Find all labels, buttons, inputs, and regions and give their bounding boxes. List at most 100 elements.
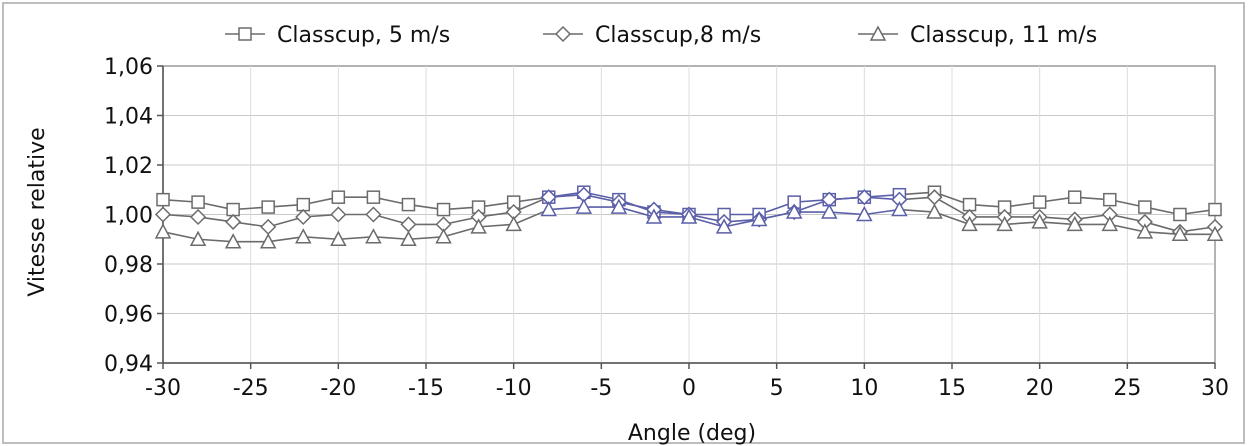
data-point-triangle bbox=[295, 228, 312, 244]
x-tick-label: 20 bbox=[1026, 376, 1054, 401]
series-triangle bbox=[154, 198, 1224, 249]
series-segment bbox=[443, 226, 479, 238]
data-point-triangle bbox=[540, 200, 557, 217]
data-point-square bbox=[1138, 200, 1152, 214]
data-point-triangle bbox=[154, 223, 172, 239]
series-segment bbox=[1144, 231, 1180, 236]
x-tick-label: 5 bbox=[770, 376, 784, 401]
series-segment bbox=[303, 235, 339, 241]
data-point-diamond bbox=[856, 189, 873, 206]
x-tick-label: 25 bbox=[1113, 376, 1141, 401]
legend-label: Classcup, 11 m/s bbox=[910, 23, 1097, 48]
data-point-triangle bbox=[435, 228, 452, 244]
series-segment bbox=[1004, 221, 1040, 226]
data-point-triangle bbox=[821, 203, 838, 219]
data-point-triangle bbox=[715, 218, 733, 234]
data-point-diamond bbox=[365, 206, 382, 223]
series-segment bbox=[268, 235, 304, 243]
data-point-square bbox=[1208, 202, 1222, 217]
data-point-triangle bbox=[785, 203, 803, 219]
series-segment bbox=[373, 235, 409, 241]
x-tick-label: 0 bbox=[682, 376, 696, 401]
y-tick-label: 0,98 bbox=[104, 253, 153, 278]
data-point-triangle bbox=[610, 198, 628, 214]
x-tick-label: -15 bbox=[408, 376, 444, 401]
series-segment bbox=[513, 196, 550, 213]
legend-item: Classcup, 5 m/s bbox=[225, 23, 450, 48]
y-axis-title: Vitesse relative bbox=[25, 127, 50, 296]
data-point-triangle bbox=[365, 228, 382, 244]
series-segment bbox=[548, 206, 584, 211]
data-point-triangle bbox=[961, 215, 978, 232]
series-layer bbox=[154, 185, 1224, 249]
y-tick-label: 0,96 bbox=[104, 303, 153, 328]
data-point-square bbox=[156, 192, 170, 207]
data-point-triangle bbox=[926, 203, 943, 219]
data-point-triangle bbox=[330, 230, 347, 246]
data-point-diamond bbox=[330, 206, 347, 223]
x-tick-label: 15 bbox=[938, 376, 966, 401]
data-point-triangle bbox=[856, 205, 873, 222]
series-segment bbox=[478, 223, 514, 228]
series-segment bbox=[198, 238, 234, 243]
y-tick-label: 0,94 bbox=[104, 352, 153, 377]
data-point-square bbox=[962, 197, 977, 212]
data-point-triangle bbox=[645, 208, 663, 224]
legend-item: Classcup, 11 m/s bbox=[858, 23, 1097, 48]
data-point-square bbox=[1032, 195, 1047, 209]
x-tick-label: -5 bbox=[590, 376, 612, 401]
series-segment bbox=[688, 216, 725, 228]
data-point-square bbox=[366, 190, 381, 204]
data-point-triangle bbox=[891, 200, 908, 217]
series-segment bbox=[934, 211, 970, 226]
x-tick-label: 30 bbox=[1201, 376, 1229, 401]
data-point-triangle bbox=[505, 215, 522, 232]
data-point-diamond bbox=[154, 206, 172, 223]
legend-marker-diamond bbox=[554, 25, 572, 43]
data-point-square bbox=[191, 195, 205, 209]
data-point-square bbox=[226, 202, 240, 217]
series-segment bbox=[338, 235, 374, 241]
data-point-triangle bbox=[400, 230, 417, 246]
y-tick-label: 1,04 bbox=[104, 105, 153, 130]
data-point-triangle bbox=[750, 210, 768, 227]
data-point-square bbox=[1173, 207, 1187, 222]
legend-label: Classcup,8 m/s bbox=[595, 23, 761, 48]
series-segment bbox=[934, 196, 970, 218]
legend-item: Classcup,8 m/s bbox=[543, 23, 761, 48]
y-tick-label: 1,00 bbox=[104, 204, 153, 229]
x-axis-title: Angle (deg) bbox=[628, 421, 756, 446]
data-point-triangle bbox=[1206, 225, 1224, 242]
data-point-triangle bbox=[1031, 213, 1048, 229]
data-point-triangle bbox=[1066, 215, 1083, 232]
data-point-square bbox=[1103, 192, 1117, 207]
x-tick-label: 10 bbox=[850, 376, 878, 401]
data-point-triangle bbox=[470, 218, 487, 234]
data-point-diamond bbox=[225, 213, 242, 230]
data-point-square bbox=[1067, 190, 1082, 204]
data-point-triangle bbox=[575, 198, 593, 214]
data-point-triangle bbox=[259, 233, 277, 249]
data-point-square bbox=[401, 197, 416, 212]
data-point-diamond bbox=[295, 208, 312, 226]
series-segment bbox=[829, 211, 865, 216]
data-point-square bbox=[296, 197, 311, 212]
legend-marker-triangle bbox=[869, 25, 887, 41]
legend-label: Classcup, 5 m/s bbox=[277, 23, 450, 48]
x-tick-label: -20 bbox=[320, 376, 356, 401]
data-point-triangle bbox=[1101, 215, 1119, 232]
series-segment bbox=[162, 231, 199, 241]
series-segment bbox=[758, 211, 795, 221]
series-segment bbox=[864, 208, 900, 216]
series-segment bbox=[1109, 223, 1146, 233]
data-point-diamond bbox=[190, 208, 207, 226]
series-segment bbox=[618, 206, 655, 218]
legend-marker-square bbox=[238, 27, 252, 41]
series-segment bbox=[1039, 221, 1075, 226]
data-point-square bbox=[436, 202, 451, 217]
series-segment bbox=[408, 235, 444, 241]
series-segment bbox=[723, 218, 760, 228]
data-point-square bbox=[261, 200, 275, 214]
